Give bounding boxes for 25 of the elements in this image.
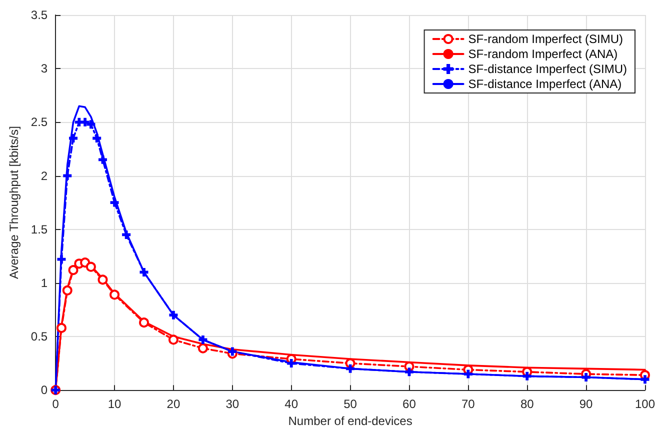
x-tick-label: 0 xyxy=(52,397,60,412)
x-tick-label: 80 xyxy=(520,397,534,412)
y-tick-label: 1 xyxy=(40,276,48,290)
y-tick-label: 3.5 xyxy=(30,8,48,22)
y-axis-title: Average Throughput [kbits/s] xyxy=(7,126,21,280)
x-tick-label: 70 xyxy=(461,397,476,412)
x-tick-label: 10 xyxy=(108,397,122,412)
x-axis-title: Number of end-devices xyxy=(288,414,412,428)
x-tick-label: 60 xyxy=(402,397,416,412)
y-tick-label: 0.5 xyxy=(30,330,48,344)
x-tick-label: 100 xyxy=(634,397,656,412)
legend-label: SF-distance Imperfect (ANA) xyxy=(468,77,622,91)
x-tick-label: 40 xyxy=(284,397,298,412)
legend-label: SF-distance Imperfect (SIMU) xyxy=(468,62,628,76)
y-tick-label: 3 xyxy=(40,62,48,76)
x-tick-label: 30 xyxy=(226,397,240,412)
x-tick-label: 20 xyxy=(166,397,180,412)
legend-label: SF-random Imperfect (ANA) xyxy=(468,47,618,61)
y-tick-label: 0 xyxy=(40,383,48,398)
x-tick-label: 50 xyxy=(344,397,358,412)
y-tick-label: 1.5 xyxy=(30,222,48,236)
y-tick-label: 2 xyxy=(40,168,48,183)
legend-label: SF-random Imperfect (SIMU) xyxy=(468,32,623,46)
y-tick-label: 2.5 xyxy=(30,115,48,130)
x-tick-label: 90 xyxy=(579,397,594,412)
